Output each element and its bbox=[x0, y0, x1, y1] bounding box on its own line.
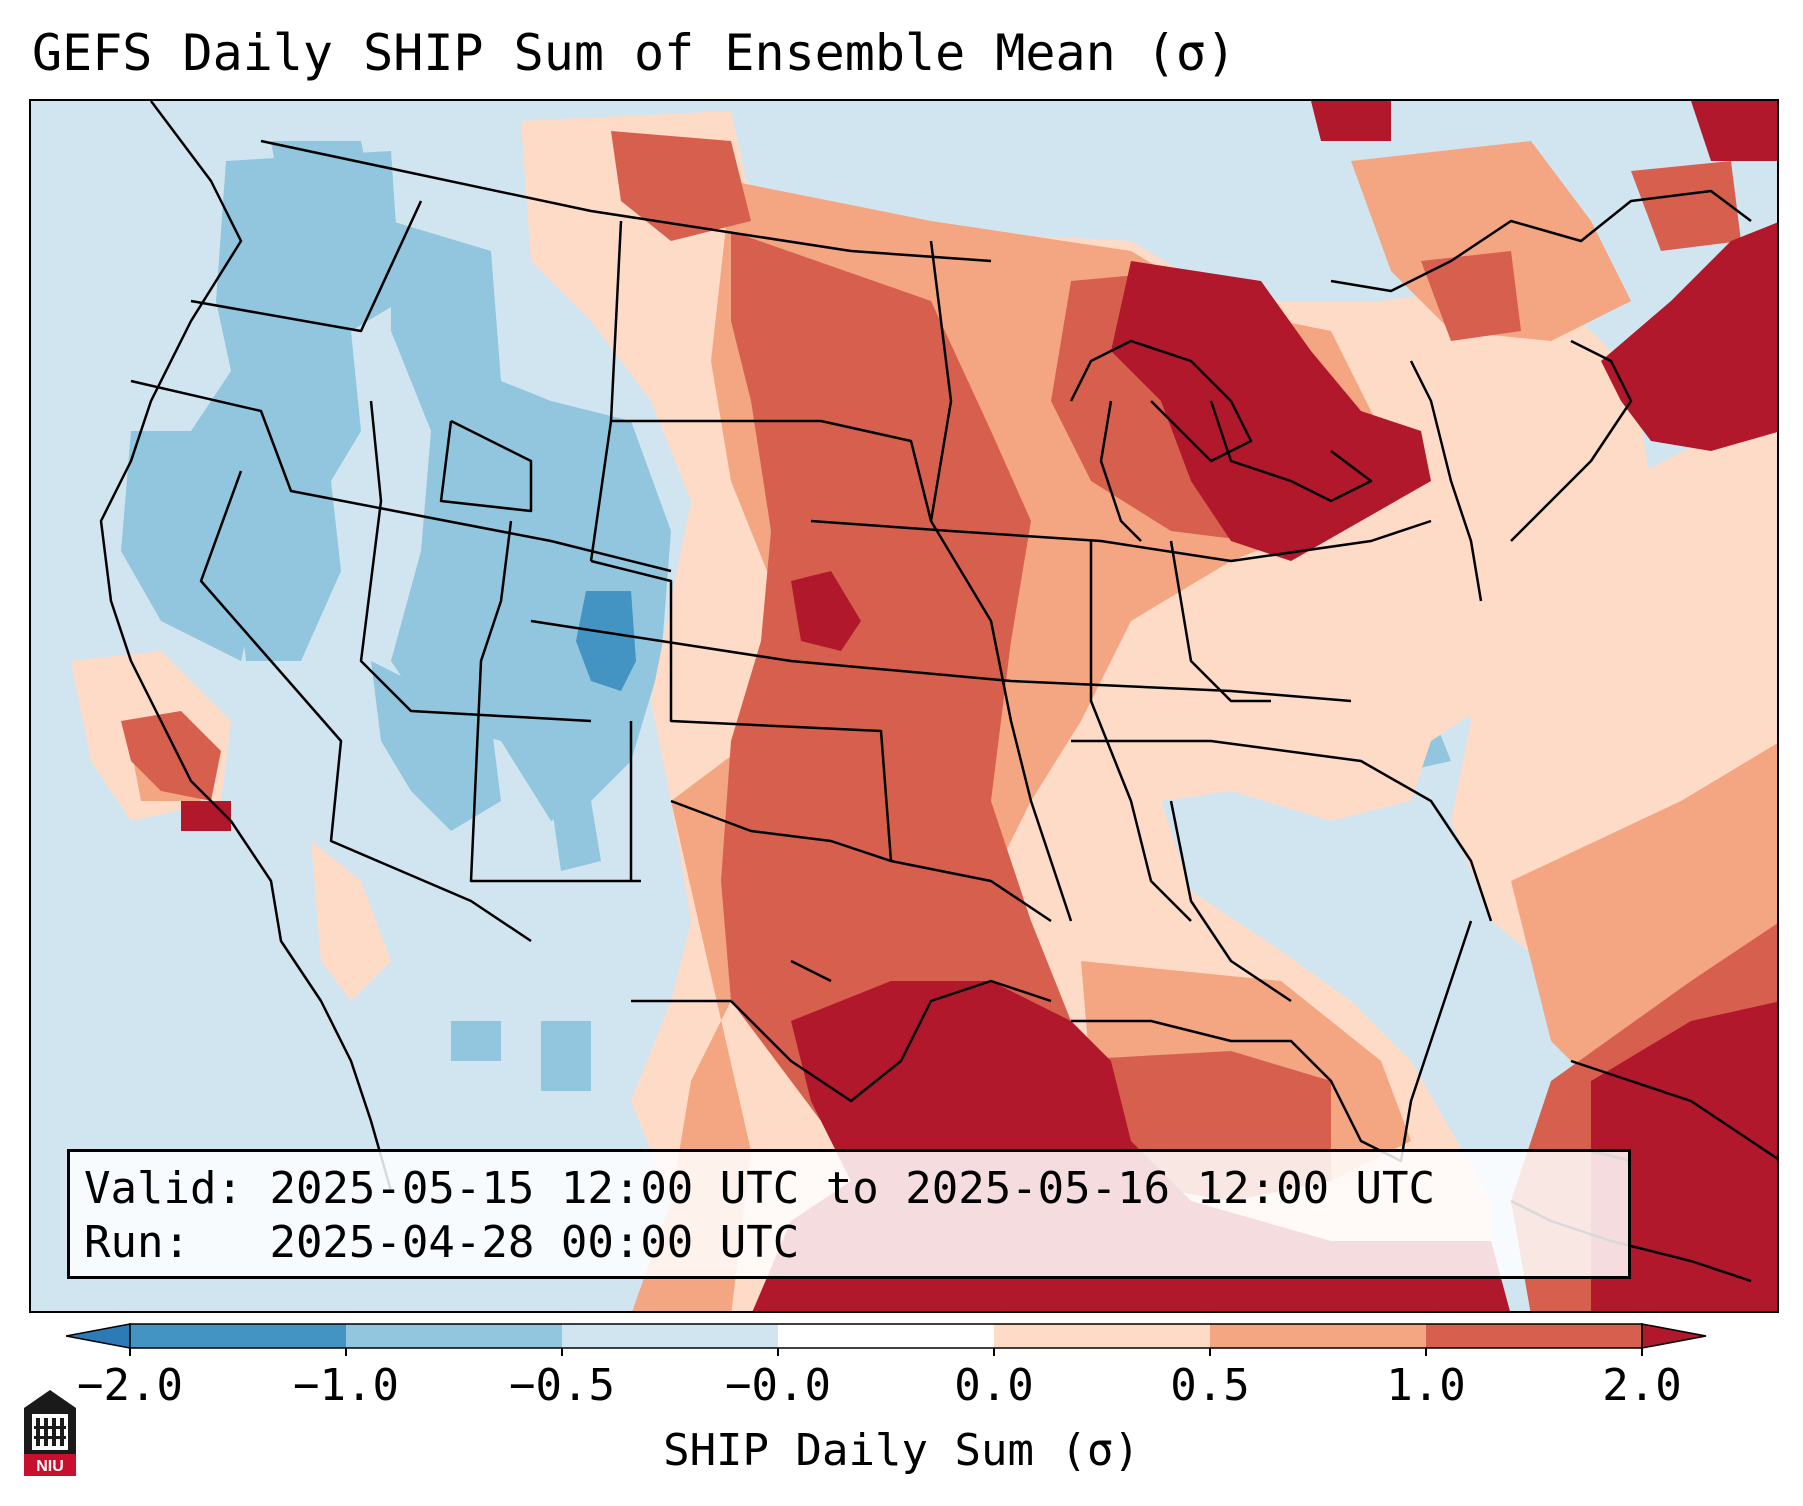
colorbar bbox=[66, 1323, 1707, 1356]
colorbar-ticks bbox=[129, 1348, 1643, 1356]
valid-run-info-box: Valid: 2025-05-15 12:00 UTC to 2025-05-1… bbox=[67, 1149, 1631, 1279]
colorbar-outline bbox=[129, 1323, 1643, 1349]
colorbar-label: SHIP Daily Sum (σ) bbox=[663, 1425, 1140, 1476]
colorbar-segment bbox=[1210, 1324, 1426, 1348]
colorbar-tick-label: −2.0 bbox=[77, 1360, 183, 1411]
colorbar-tick-label: 1.0 bbox=[1386, 1360, 1466, 1411]
colorbar-segments bbox=[66, 1323, 1707, 1349]
boundaries bbox=[99, 101, 1777, 1283]
map-title: GEFS Daily SHIP Sum of Ensemble Mean (σ) bbox=[32, 24, 1237, 82]
colorbar-tick-label: 0.0 bbox=[954, 1360, 1034, 1411]
niu-logo: NIU bbox=[24, 1390, 76, 1476]
run-time-value: 2025-04-28 00:00 UTC bbox=[269, 1217, 800, 1268]
svg-text:NIU: NIU bbox=[36, 1458, 64, 1475]
ship-field-map bbox=[31, 101, 1777, 1311]
strong-negative-anomaly bbox=[576, 591, 636, 691]
colorbar-segment bbox=[346, 1324, 562, 1348]
run-time-line: Run: 2025-04-28 00:00 UTC bbox=[84, 1216, 1614, 1270]
colorbar-extend-high bbox=[1641, 1323, 1707, 1349]
colorbar-extend-low bbox=[66, 1323, 131, 1349]
colorbar-tick-label: 0.5 bbox=[1170, 1360, 1250, 1411]
run-label: Run: bbox=[84, 1217, 190, 1268]
map-panel bbox=[29, 99, 1779, 1313]
valid-time-line: Valid: 2025-05-15 12:00 UTC to 2025-05-1… bbox=[84, 1162, 1614, 1216]
colorbar-segment bbox=[562, 1324, 778, 1348]
valid-label: Valid: bbox=[84, 1163, 243, 1214]
valid-time-value: 2025-05-15 12:00 UTC to 2025-05-16 12:00… bbox=[269, 1163, 1436, 1214]
colorbar-tick-label: −0.5 bbox=[509, 1360, 615, 1411]
colorbar-tick-label: −1.0 bbox=[293, 1360, 399, 1411]
colorbar-segment bbox=[130, 1324, 346, 1348]
colorbar-segment bbox=[1426, 1324, 1642, 1348]
colorbar-segment bbox=[994, 1324, 1210, 1348]
colorbar-tick-label: −0.0 bbox=[725, 1360, 831, 1411]
colorbar-tick-label: 2.0 bbox=[1602, 1360, 1682, 1411]
colorbar-segment bbox=[778, 1324, 994, 1348]
